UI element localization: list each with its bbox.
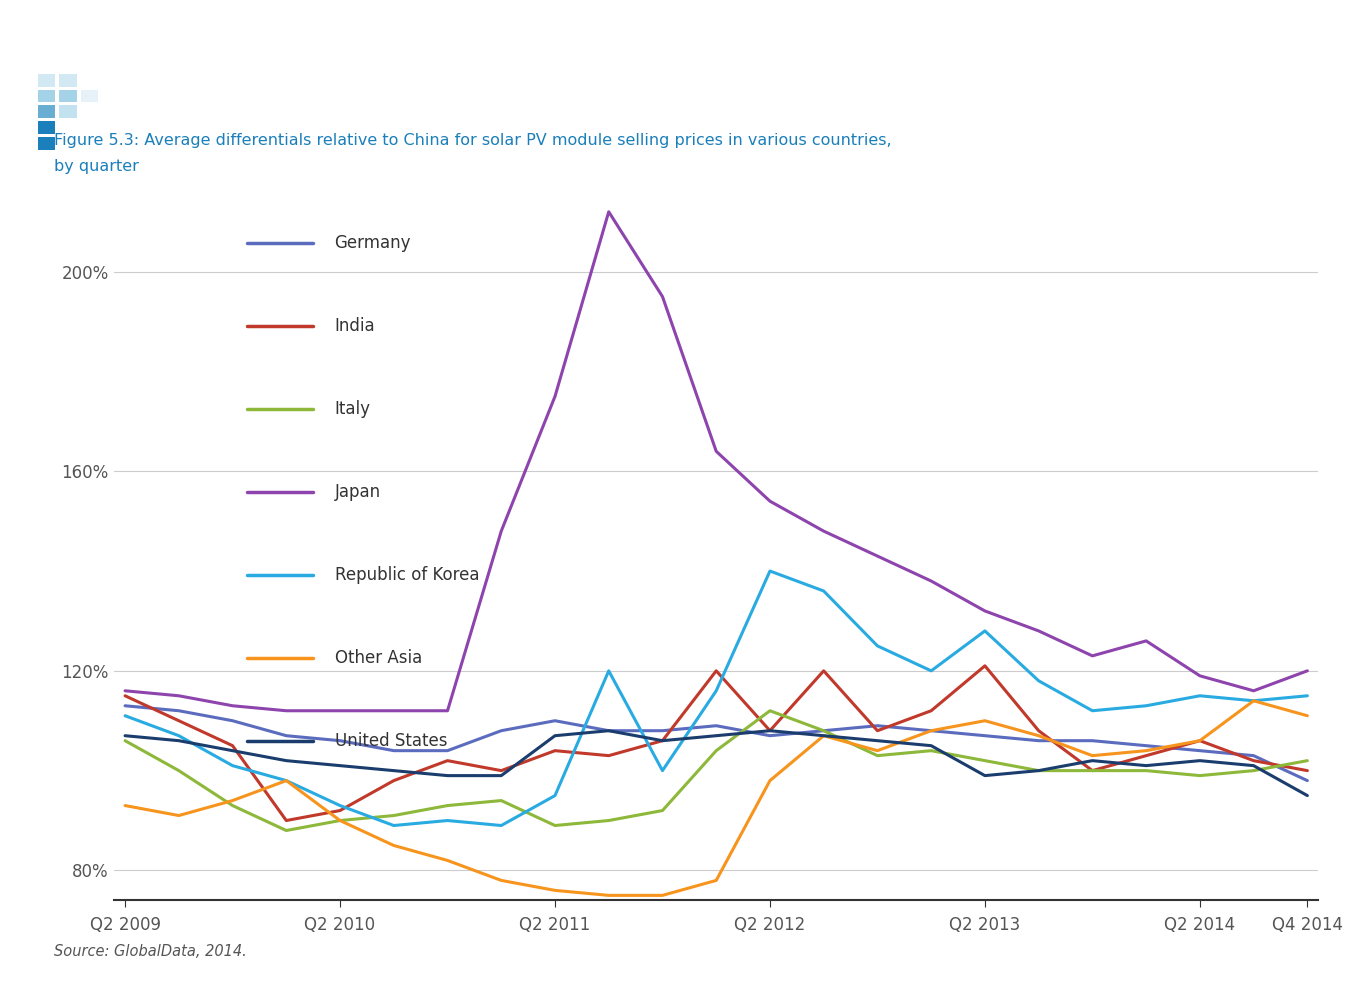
Text: Other Asia: Other Asia [335,648,422,666]
Text: United States: United States [335,732,447,750]
Text: India: India [335,317,375,335]
Text: Republic of Korea: Republic of Korea [335,566,479,584]
Text: Italy: Italy [335,400,371,417]
Text: Figure 5.3: Average differentials relative to China for solar PV module selling : Figure 5.3: Average differentials relati… [54,133,892,148]
Text: Germany: Germany [335,233,412,252]
Text: Japan: Japan [335,482,381,501]
Text: RENEWABLE POWER GENERATION COSTS IN 2014: RENEWABLE POWER GENERATION COSTS IN 2014 [114,31,654,50]
Text: by quarter: by quarter [54,159,139,174]
Text: Source: GlobalData, 2014.: Source: GlobalData, 2014. [54,945,246,959]
